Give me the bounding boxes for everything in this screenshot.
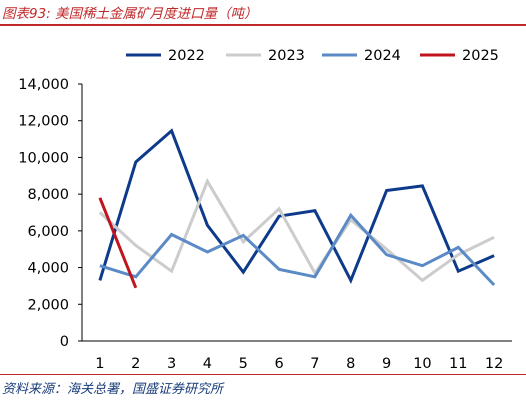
legend-label-2023: 2023	[268, 48, 305, 64]
y-tick-label: 6,000	[27, 224, 69, 240]
x-tick-label: 9	[382, 356, 391, 372]
series-line-2025	[98, 197, 138, 289]
axes: 0 2,000 4,000 6,000 8,000 10,000 12,000 14,000 1…	[18, 77, 512, 372]
x-tick-label: 5	[239, 356, 248, 372]
series-line-2022	[98, 128, 495, 285]
legend-label-2025: 2025	[462, 48, 499, 64]
series-lines	[98, 128, 496, 289]
series-line-2024	[99, 212, 496, 287]
source-note: 资料来源：海关总署，国盛证券研究所	[2, 382, 224, 397]
y-tick-label: 2,000	[27, 297, 69, 313]
y-tick-label: 0	[60, 334, 69, 350]
x-tick-label: 1	[95, 356, 104, 372]
legend-label-2024: 2024	[364, 48, 401, 64]
x-tick-label: 4	[203, 356, 212, 372]
x-tick-label: 6	[274, 356, 283, 372]
legend-label-2022: 2022	[168, 48, 205, 64]
y-tick-label: 8,000	[27, 187, 69, 203]
x-tick-label: 7	[310, 356, 319, 372]
legend: 2022 2023 2024 2025	[126, 48, 499, 64]
x-tick-label: 8	[346, 356, 355, 372]
source-rule	[0, 374, 526, 375]
y-tick-label: 12,000	[18, 114, 69, 130]
y-tick-label: 14,000	[18, 77, 69, 93]
x-tick-label: 3	[167, 356, 176, 372]
y-tick-label: 10,000	[18, 150, 69, 166]
title-rule	[0, 24, 526, 26]
figure-title: 图表93: 美国稀土金属矿月度进口量（吨）	[2, 6, 258, 22]
x-tick-label: 12	[485, 356, 503, 372]
series-line-2023	[98, 177, 495, 283]
x-tick-label: 10	[413, 356, 431, 372]
x-tick-label: 2	[131, 356, 140, 372]
y-tick-label: 4,000	[27, 261, 69, 277]
x-tick-label: 11	[449, 356, 467, 372]
